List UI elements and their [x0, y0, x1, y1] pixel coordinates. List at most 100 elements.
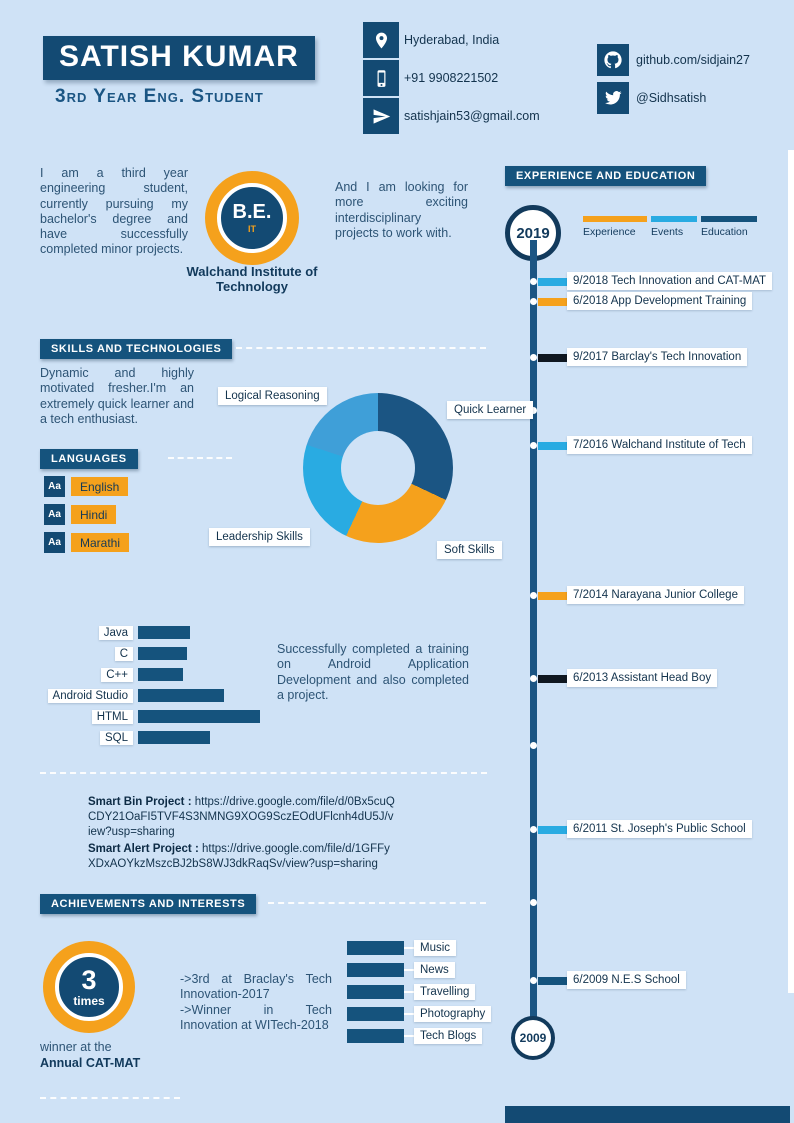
connector-line	[404, 1035, 414, 1037]
badge-caption-bold: Annual CAT-MAT	[40, 1056, 141, 1070]
timeline-dot	[530, 407, 537, 414]
dashed-divider	[236, 347, 486, 349]
degree-badge: B.E. IT	[205, 171, 299, 265]
language-icon: Aa	[44, 476, 65, 497]
android-training-note: Successfully completed a training on And…	[277, 642, 469, 702]
achievement-bullet: ->3rd at Braclay's Tech Innovation-2017	[180, 972, 332, 1002]
language-row: Aa Hindi	[44, 504, 117, 525]
project-name: Smart Alert Project :	[88, 842, 199, 855]
timeline-entry: 6/2018 App Development Training	[567, 292, 753, 310]
language-icon: Aa	[44, 504, 65, 525]
badge-word: times	[73, 993, 105, 1008]
interest-label: News	[414, 962, 455, 978]
timeline-dot	[530, 298, 537, 305]
timeline-marker	[538, 354, 567, 362]
entry-date: 7/2016	[573, 439, 609, 451]
donut-label-quick-learner: Quick Learner	[447, 401, 534, 419]
timeline-dot	[530, 442, 537, 449]
interest-label: Photography	[414, 1006, 492, 1022]
entry-title: N.E.S School	[611, 974, 680, 986]
degree-branch: IT	[248, 224, 256, 234]
interest-row: Tech Blogs	[347, 1028, 491, 1044]
timeline-dot	[530, 826, 537, 833]
timeline-marker	[538, 826, 567, 834]
bar-android-studio	[138, 688, 224, 702]
subtitle: 3rd Year Eng. Student	[55, 86, 264, 107]
page-title: SATISH KUMAR	[43, 36, 315, 80]
dashed-divider	[268, 902, 486, 904]
project-name: Smart Bin Project :	[88, 796, 192, 808]
location-pin-icon	[363, 22, 399, 58]
contact-phone[interactable]: +91 9908221502	[404, 71, 499, 85]
entry-title: Barclay's Tech Innovation	[611, 351, 742, 363]
project-line: Smart Alert Project : https://drive.goog…	[88, 842, 396, 872]
connector-line	[404, 1013, 414, 1015]
legend-swatch-events	[651, 216, 697, 222]
github-link[interactable]: github.com/sidjain27	[636, 53, 750, 67]
winner-badge: 3 times	[43, 941, 135, 1033]
skills-donut	[303, 393, 453, 543]
language-row: Aa English	[44, 476, 129, 497]
interest-bar	[347, 963, 404, 977]
entry-date: 6/2018	[573, 295, 609, 307]
dashed-divider	[168, 457, 232, 459]
timeline-marker	[538, 298, 567, 306]
timeline-dot	[530, 742, 537, 749]
language-label: English	[71, 477, 129, 496]
achievements-bullets: ->3rd at Braclay's Tech Innovation-2017 …	[180, 972, 332, 1033]
donut-label-soft-skills: Soft Skills	[437, 541, 502, 559]
timeline-entry: 6/2013 Assistant Head Boy	[567, 669, 718, 687]
languages-section-header: LANGUAGES	[40, 449, 138, 469]
interest-row: Music	[347, 940, 491, 956]
project-url[interactable]: https://drive.google.com/file/d/0Bx5cuQC…	[88, 796, 395, 838]
timeline-end-year: 2009	[511, 1016, 555, 1060]
bar-row: C++	[40, 667, 260, 682]
bar-row: Java	[40, 625, 260, 640]
bar-row: HTML	[40, 709, 260, 724]
interest-label: Travelling	[414, 984, 476, 1000]
timeline-entry: 9/2017 Barclay's Tech Innovation	[567, 348, 748, 366]
timeline-dot	[530, 278, 537, 285]
donut-label-leadership-skills: Leadership Skills	[209, 528, 310, 546]
connector-line	[404, 969, 414, 971]
degree-name: B.E.	[232, 201, 272, 223]
bar-row: SQL	[40, 730, 260, 745]
timeline-entry: 9/2018 Tech Innovation and CAT-MAT	[567, 272, 773, 290]
interest-bar	[347, 941, 404, 955]
entry-title: Narayana Junior College	[611, 589, 738, 601]
timeline-entry: 7/2016 Walchand Institute of Tech	[567, 436, 752, 454]
timeline-dot	[530, 675, 537, 682]
timeline-marker	[538, 442, 567, 450]
timeline-entry: 6/2009 N.E.S School	[567, 971, 686, 989]
bar-html	[138, 709, 260, 723]
entry-date: 9/2018	[573, 275, 609, 287]
bar-c	[138, 646, 187, 660]
timeline-marker	[538, 592, 567, 600]
bar-category-label: C	[114, 647, 133, 661]
timeline-dot	[530, 592, 537, 599]
legend-swatch-education	[701, 216, 757, 222]
timeline-line	[530, 240, 537, 1020]
timeline-marker	[538, 977, 567, 985]
mobile-phone-icon	[363, 60, 399, 96]
skills-section-header: SKILLS AND TECHNOLOGIES	[40, 339, 233, 359]
contact-email[interactable]: satishjain53@gmail.com	[404, 109, 540, 123]
timeline-marker	[538, 675, 567, 683]
bar-row: Android Studio	[40, 688, 260, 703]
bar-cpp	[138, 667, 183, 681]
language-label: Marathi	[71, 533, 130, 552]
language-icon: Aa	[44, 532, 65, 553]
timeline-dot	[530, 977, 537, 984]
project-url[interactable]: https://drive.google.com/file/d/1GFFyXDx…	[88, 842, 390, 870]
language-row: Aa Marathi	[44, 532, 130, 553]
interest-bar	[347, 1007, 404, 1021]
twitter-handle[interactable]: @Sidhsatish	[636, 91, 707, 105]
interests-list: Music News Travelling Photography Tech B…	[347, 940, 492, 1044]
dashed-divider	[40, 1097, 180, 1099]
timeline-marker	[538, 278, 567, 286]
interest-row: News	[347, 962, 491, 978]
legend-swatch-experience	[583, 216, 647, 222]
contact-location: Hyderabad, India	[404, 33, 500, 47]
projects-block: Smart Bin Project : https://drive.google…	[88, 795, 396, 874]
